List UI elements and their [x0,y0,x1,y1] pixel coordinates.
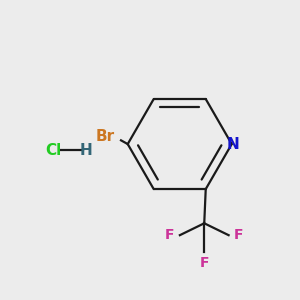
Text: H: H [80,142,92,158]
Text: Cl: Cl [45,142,62,158]
Text: N: N [227,136,240,152]
Text: F: F [165,228,175,242]
Text: Br: Br [95,129,114,144]
Text: F: F [200,256,209,270]
Text: F: F [234,228,244,242]
